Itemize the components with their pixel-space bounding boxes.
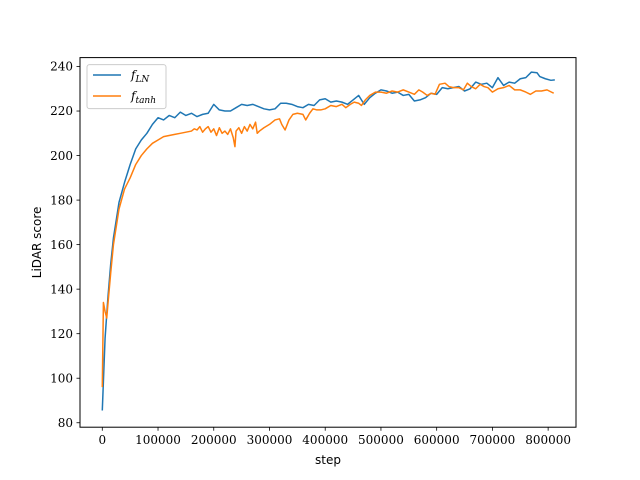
y-tick-label: 80 <box>58 416 73 430</box>
y-tick-label: 200 <box>50 149 73 163</box>
x-tick-label: 600000 <box>414 433 460 447</box>
y-tick-label: 160 <box>50 238 73 252</box>
x-tick-label: 0 <box>98 433 106 447</box>
y-tick-label: 120 <box>50 327 73 341</box>
y-tick-label: 100 <box>50 371 73 385</box>
legend: fLN ftanh <box>86 64 167 110</box>
legend-label-f-tanh: ftanh <box>130 89 156 106</box>
x-tick-label: 500000 <box>358 433 404 447</box>
x-axis-label: step <box>315 453 341 467</box>
legend-label-f-ln: fLN <box>130 68 150 85</box>
x-axis-ticks: 0 100000 200000 300000 400000 500000 600000 700… <box>98 427 571 447</box>
y-tick-label: 140 <box>50 282 73 296</box>
x-tick-label: 700000 <box>469 433 515 447</box>
series-line-f-ln <box>101 71 555 411</box>
plot-frame <box>79 57 577 428</box>
y-tick-label: 180 <box>50 193 73 207</box>
y-axis-ticks: 80 100 120 140 160 180 200 220 240 <box>50 60 80 430</box>
x-tick-label: 200000 <box>191 433 237 447</box>
plot-lines <box>101 71 555 411</box>
x-tick-label: 100000 <box>135 433 181 447</box>
y-tick-label: 220 <box>50 104 73 118</box>
x-tick-label: 300000 <box>247 433 293 447</box>
y-tick-label: 240 <box>50 60 73 74</box>
x-tick-label: 800000 <box>525 433 571 447</box>
series-line-f-tanh <box>101 82 555 388</box>
y-axis-label: LiDAR score <box>30 207 44 279</box>
x-tick-label: 400000 <box>302 433 348 447</box>
